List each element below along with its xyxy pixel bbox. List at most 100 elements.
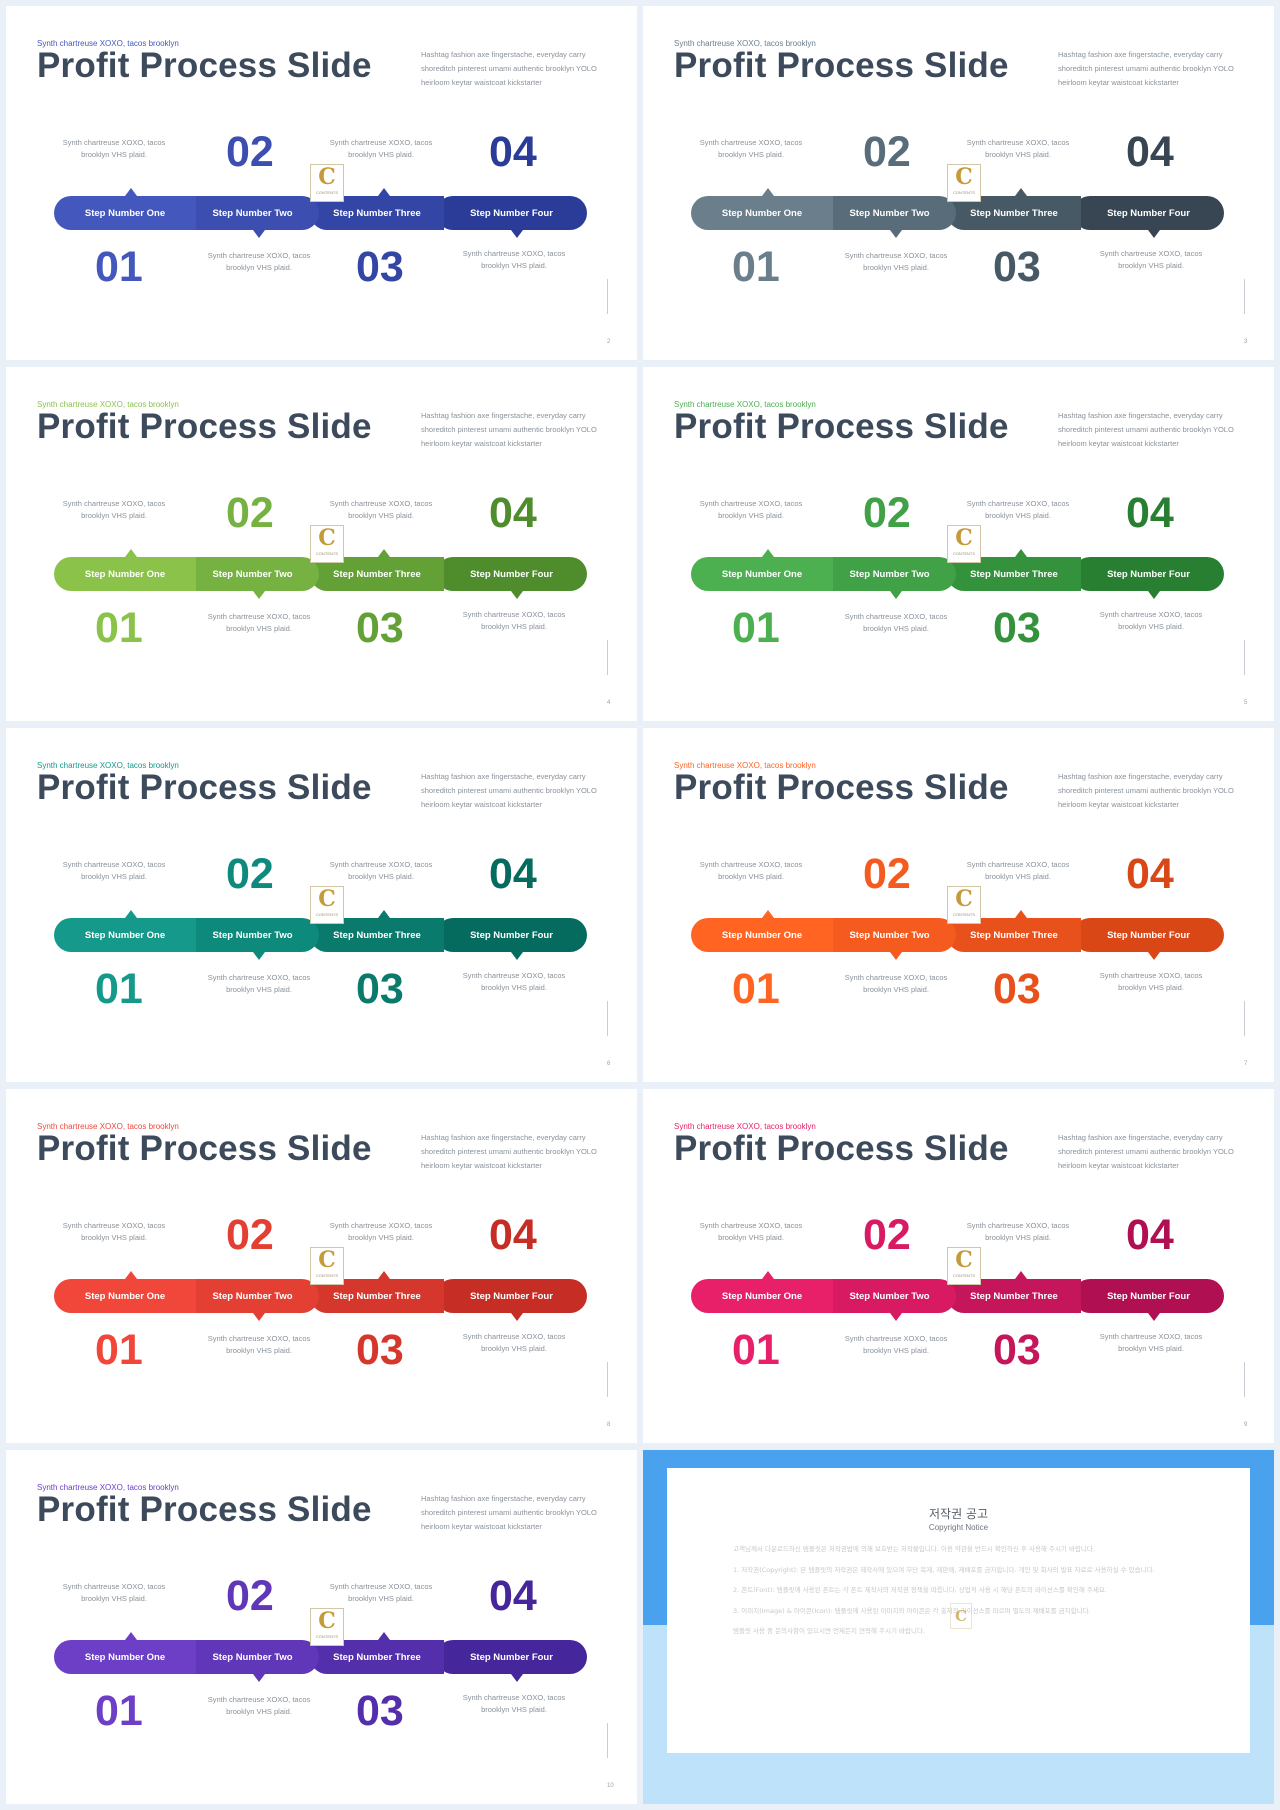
step-three-number: 03 [993, 1326, 1041, 1374]
step-three-pointer [1015, 188, 1027, 196]
step-two-pointer [253, 1674, 265, 1682]
step-two-bar[interactable]: Step Number Two [186, 1279, 319, 1313]
step-two-bar[interactable]: Step Number Two [823, 918, 956, 952]
step-one-bar[interactable]: Step Number One [54, 1640, 196, 1674]
step-two-bar[interactable]: Step Number Two [823, 196, 956, 230]
step-four-number: 04 [1126, 1211, 1174, 1259]
slide-description: Hashtag fashion axe fingerstache, everyd… [1058, 50, 1234, 87]
step-one-text: Synth chartreuse XOXO, tacos brooklyn VH… [62, 1221, 166, 1242]
step-one-pointer [125, 1632, 137, 1640]
step-three-pointer [378, 910, 390, 918]
step-three-pointer [378, 188, 390, 196]
step-four-bar[interactable]: Step Number Four [436, 1279, 587, 1313]
step-three-text: Synth chartreuse XOXO, tacos brooklyn VH… [966, 499, 1070, 520]
step-four-pointer [1148, 1313, 1160, 1321]
page-number: 9 [1244, 1422, 1248, 1428]
profit-process-slide[interactable]: Synth chartreuse XOXO, tacos brooklyn Pr… [6, 6, 637, 360]
step-two-pointer [890, 1313, 902, 1321]
step-four-number: 04 [489, 1572, 537, 1620]
step-one-number: 01 [95, 1687, 143, 1735]
step-one-number: 01 [95, 965, 143, 1013]
step-three-pointer [378, 1271, 390, 1279]
step-two-bar[interactable]: Step Number Two [186, 1640, 319, 1674]
step-four-text: Synth chartreuse XOXO, tacos brooklyn VH… [462, 1693, 566, 1714]
slide-description: Hashtag fashion axe fingerstache, everyd… [1058, 772, 1234, 809]
page-number: 8 [607, 1422, 611, 1428]
step-two-number: 02 [226, 128, 274, 176]
step-two-bar[interactable]: Step Number Two [186, 918, 319, 952]
slide-title: Profit Process Slide [37, 407, 372, 446]
step-one-bar[interactable]: Step Number One [54, 557, 196, 591]
step-one-pointer [762, 188, 774, 196]
step-one-pointer [125, 1271, 137, 1279]
step-four-pointer [511, 1313, 523, 1321]
page-divider [607, 1362, 608, 1397]
page-divider [607, 1001, 608, 1036]
profit-process-slide[interactable]: Synth chartreuse XOXO, tacos brooklyn Pr… [643, 1089, 1274, 1443]
step-two-bar[interactable]: Step Number Two [186, 557, 319, 591]
logo-letter: C [955, 1247, 973, 1273]
copyright-logo: C [950, 1603, 972, 1629]
step-four-bar[interactable]: Step Number Four [1073, 557, 1224, 591]
step-two-text: Synth chartreuse XOXO, tacos brooklyn VH… [844, 973, 948, 994]
profit-process-slide[interactable]: Synth chartreuse XOXO, tacos brooklyn Pr… [643, 6, 1274, 360]
logo-letter: C [318, 1247, 336, 1273]
profit-process-slide[interactable]: Synth chartreuse XOXO, tacos brooklyn Pr… [6, 1450, 637, 1804]
copyright-logo-letter: C [955, 1607, 967, 1625]
copyright-paragraph: 3. 이미지(Image) & 아이콘(Icon): 템플릿에 사용된 이미지와… [733, 1606, 1091, 1615]
profit-process-slide[interactable]: Synth chartreuse XOXO, tacos brooklyn Pr… [6, 1089, 637, 1443]
page-divider [607, 1723, 608, 1758]
slide-kicker: Synth chartreuse XOXO, tacos brooklyn [674, 39, 816, 48]
step-one-bar[interactable]: Step Number One [691, 918, 833, 952]
logo-letter: C [318, 1608, 336, 1634]
slide-kicker: Synth chartreuse XOXO, tacos brooklyn [37, 761, 179, 770]
copyright-slide[interactable]: 저작권 공고 Copyright Notice 고객님께서 다운로드하신 템플릿… [643, 1450, 1274, 1804]
step-one-bar[interactable]: Step Number One [54, 1279, 196, 1313]
contents-logo: C CONTENTS [947, 1247, 981, 1285]
step-two-pointer [253, 952, 265, 960]
step-three-bar[interactable]: Step Number Three [310, 1279, 444, 1313]
slide-kicker: Synth chartreuse XOXO, tacos brooklyn [37, 1122, 179, 1131]
step-four-number: 04 [1126, 489, 1174, 537]
step-one-bar[interactable]: Step Number One [691, 196, 833, 230]
slide-title: Profit Process Slide [674, 1129, 1009, 1168]
step-one-bar[interactable]: Step Number One [54, 918, 196, 952]
step-two-text: Synth chartreuse XOXO, tacos brooklyn VH… [207, 1334, 311, 1355]
step-four-bar[interactable]: Step Number Four [1073, 196, 1224, 230]
logo-caption: CONTENTS [316, 912, 338, 917]
step-four-pointer [1148, 591, 1160, 599]
step-three-number: 03 [356, 965, 404, 1013]
step-one-text: Synth chartreuse XOXO, tacos brooklyn VH… [699, 499, 803, 520]
step-four-bar[interactable]: Step Number Four [1073, 918, 1224, 952]
step-three-pointer [378, 549, 390, 557]
profit-process-slide[interactable]: Synth chartreuse XOXO, tacos brooklyn Pr… [643, 367, 1274, 721]
step-four-number: 04 [489, 489, 537, 537]
step-four-bar[interactable]: Step Number Four [436, 557, 587, 591]
profit-process-slide[interactable]: Synth chartreuse XOXO, tacos brooklyn Pr… [6, 367, 637, 721]
step-four-bar[interactable]: Step Number Four [436, 1640, 587, 1674]
step-two-bar[interactable]: Step Number Two [823, 557, 956, 591]
step-three-text: Synth chartreuse XOXO, tacos brooklyn VH… [966, 860, 1070, 881]
profit-process-slide[interactable]: Synth chartreuse XOXO, tacos brooklyn Pr… [643, 728, 1274, 1082]
logo-caption: CONTENTS [953, 1273, 975, 1278]
page-divider [607, 279, 608, 314]
contents-logo: C CONTENTS [310, 1608, 344, 1646]
step-four-bar[interactable]: Step Number Four [1073, 1279, 1224, 1313]
profit-process-slide[interactable]: Synth chartreuse XOXO, tacos brooklyn Pr… [6, 728, 637, 1082]
slide-description: Hashtag fashion axe fingerstache, everyd… [1058, 1133, 1234, 1170]
step-three-number: 03 [993, 965, 1041, 1013]
step-two-number: 02 [226, 850, 274, 898]
step-four-bar[interactable]: Step Number Four [436, 918, 587, 952]
step-one-bar[interactable]: Step Number One [691, 557, 833, 591]
slide-kicker: Synth chartreuse XOXO, tacos brooklyn [674, 1122, 816, 1131]
step-three-number: 03 [356, 243, 404, 291]
contents-logo: C CONTENTS [310, 525, 344, 563]
step-one-bar[interactable]: Step Number One [54, 196, 196, 230]
step-four-bar[interactable]: Step Number Four [436, 196, 587, 230]
step-two-number: 02 [226, 489, 274, 537]
step-two-bar[interactable]: Step Number Two [823, 1279, 956, 1313]
step-one-bar[interactable]: Step Number One [691, 1279, 833, 1313]
step-two-bar[interactable]: Step Number Two [186, 196, 319, 230]
copyright-body: 고객님께서 다운로드하신 템플릿은 저작권법에 의해 보호받는 저작물입니다. … [733, 1544, 1188, 1647]
step-one-text: Synth chartreuse XOXO, tacos brooklyn VH… [699, 860, 803, 881]
